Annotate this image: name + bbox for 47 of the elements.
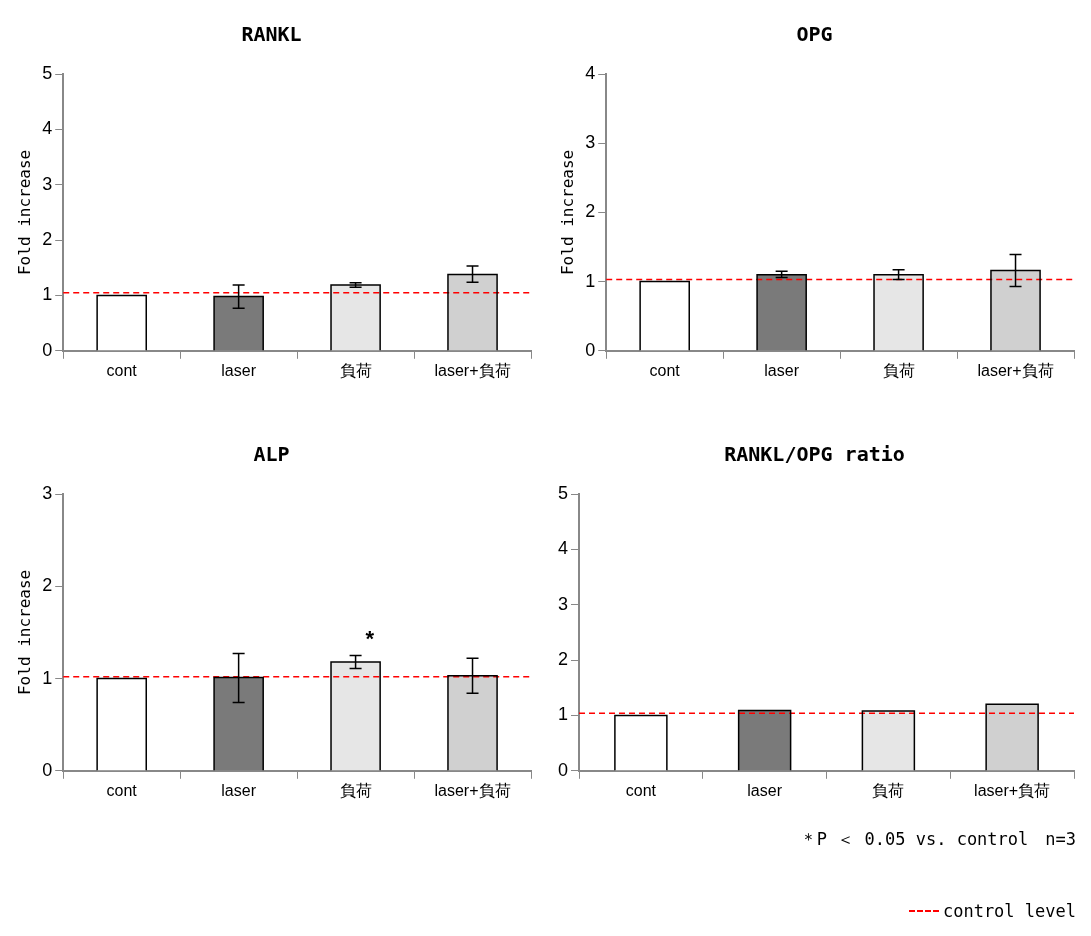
chart-title: RANKL bbox=[241, 22, 302, 47]
y-tick-label: 4 bbox=[42, 118, 53, 139]
y-tick-label: 0 bbox=[585, 339, 596, 360]
y-tick-label: 4 bbox=[558, 538, 569, 559]
x-tick-label: 負荷 bbox=[339, 781, 372, 799]
y-tick-label: 5 bbox=[42, 62, 53, 83]
x-tick-label: laser bbox=[221, 361, 257, 379]
y-tick-label: 2 bbox=[585, 201, 596, 222]
y-tick-label: 3 bbox=[42, 173, 53, 194]
x-tick-label: laser+負荷 bbox=[977, 361, 1054, 379]
y-axis-title: Fold increase bbox=[14, 149, 34, 276]
x-tick-label: cont bbox=[649, 361, 681, 379]
y-tick-label: 3 bbox=[585, 132, 596, 153]
y-tick-label: 5 bbox=[558, 482, 569, 503]
chart-title: OPG bbox=[796, 22, 833, 47]
y-tick-label: 1 bbox=[42, 667, 53, 688]
x-tick-label: laser+負荷 bbox=[434, 781, 511, 799]
x-tick-label: 負荷 bbox=[339, 361, 372, 379]
x-tick-label: laser bbox=[764, 361, 800, 379]
x-tick-label: 負荷 bbox=[882, 361, 915, 379]
y-tick-label: 3 bbox=[42, 482, 53, 503]
x-tick-label: cont bbox=[106, 781, 138, 799]
y-tick-label: 0 bbox=[558, 759, 569, 780]
x-tick-label: cont bbox=[106, 361, 138, 379]
x-tick-label: 負荷 bbox=[872, 781, 905, 799]
x-tick-label: laser bbox=[747, 781, 783, 799]
y-tick-label: 0 bbox=[42, 339, 53, 360]
x-tick-label: laser+負荷 bbox=[974, 781, 1051, 799]
annotation: * bbox=[365, 625, 375, 651]
chart-title: RANKL/OPG ratio bbox=[724, 442, 905, 467]
y-tick-label: 3 bbox=[558, 593, 569, 614]
y-tick-label: 1 bbox=[558, 704, 569, 725]
text: ＊P ＜ 0.05 vs. control n=3 bbox=[798, 828, 1077, 851]
y-tick-label: 0 bbox=[42, 759, 53, 780]
x-tick-label: cont bbox=[625, 781, 657, 799]
y-tick-label: 2 bbox=[42, 229, 53, 250]
y-tick-label: 4 bbox=[585, 62, 596, 83]
legend-label: control level bbox=[942, 901, 1076, 921]
y-axis-title: Fold increase bbox=[14, 569, 34, 696]
chart-title: ALP bbox=[253, 442, 290, 467]
y-tick-label: 2 bbox=[558, 649, 569, 670]
y-tick-label: 1 bbox=[42, 284, 53, 305]
y-tick-label: 2 bbox=[42, 575, 53, 596]
y-axis-title: Fold increase bbox=[557, 149, 577, 276]
x-tick-label: laser+負荷 bbox=[434, 361, 511, 379]
y-tick-label: 1 bbox=[585, 270, 596, 291]
x-tick-label: laser bbox=[221, 781, 257, 799]
